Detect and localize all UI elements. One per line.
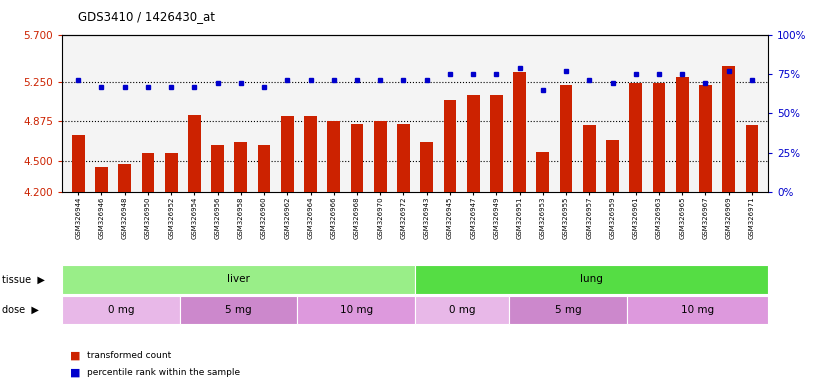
Bar xyxy=(444,99,456,192)
Text: 0 mg: 0 mg xyxy=(449,305,476,315)
Bar xyxy=(627,296,768,324)
Text: 5 mg: 5 mg xyxy=(225,305,252,315)
Bar xyxy=(62,296,180,324)
Bar xyxy=(281,116,294,192)
Text: lung: lung xyxy=(580,274,603,285)
Text: 10 mg: 10 mg xyxy=(339,305,373,315)
Bar xyxy=(699,85,712,192)
Bar xyxy=(118,164,131,192)
Bar xyxy=(606,139,619,192)
Bar xyxy=(583,125,596,192)
Bar xyxy=(629,83,642,192)
Bar xyxy=(513,72,526,192)
Bar xyxy=(490,96,503,192)
Bar xyxy=(722,66,735,192)
Bar xyxy=(211,145,224,192)
Text: transformed count: transformed count xyxy=(87,351,171,360)
Bar xyxy=(509,296,627,324)
Bar xyxy=(95,167,108,192)
Text: GDS3410 / 1426430_at: GDS3410 / 1426430_at xyxy=(78,10,216,23)
Bar xyxy=(415,296,509,324)
Bar xyxy=(327,121,340,192)
Bar xyxy=(397,124,410,192)
Bar xyxy=(164,153,178,192)
Bar xyxy=(746,125,758,192)
Text: 5 mg: 5 mg xyxy=(555,305,582,315)
Bar xyxy=(258,145,270,192)
Text: liver: liver xyxy=(227,274,250,285)
Bar xyxy=(415,265,768,294)
Text: tissue  ▶: tissue ▶ xyxy=(2,274,45,285)
Bar xyxy=(72,135,84,192)
Bar xyxy=(304,116,317,192)
Text: percentile rank within the sample: percentile rank within the sample xyxy=(87,368,240,377)
Text: ■: ■ xyxy=(70,367,81,377)
Bar xyxy=(141,153,154,192)
Bar xyxy=(180,296,297,324)
Bar xyxy=(297,296,415,324)
Text: dose  ▶: dose ▶ xyxy=(2,305,39,315)
Bar xyxy=(676,76,689,192)
Bar xyxy=(235,142,247,192)
Text: ■: ■ xyxy=(70,350,81,360)
Bar xyxy=(467,96,480,192)
Bar xyxy=(374,121,387,192)
Bar xyxy=(188,115,201,192)
Bar xyxy=(62,265,415,294)
Bar xyxy=(560,85,572,192)
Text: 10 mg: 10 mg xyxy=(681,305,714,315)
Bar xyxy=(350,124,363,192)
Bar xyxy=(653,83,666,192)
Bar xyxy=(536,152,549,192)
Bar xyxy=(420,142,433,192)
Text: 0 mg: 0 mg xyxy=(107,305,134,315)
